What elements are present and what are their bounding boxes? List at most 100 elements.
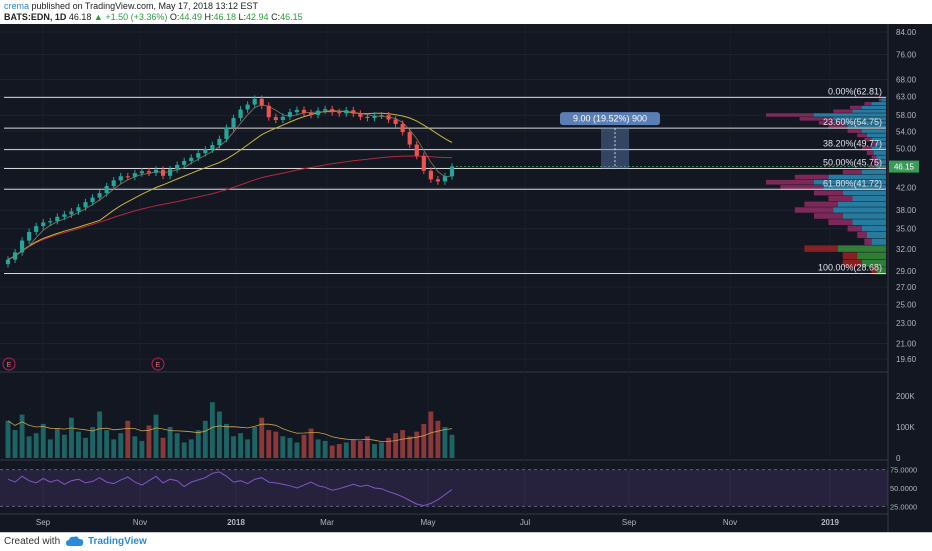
volume-bar xyxy=(238,433,243,458)
candle-body xyxy=(97,193,102,198)
volume-profile-bar-down xyxy=(828,195,853,202)
candle-body xyxy=(238,109,243,118)
volume-bar xyxy=(273,431,279,458)
candle-body xyxy=(421,155,426,171)
price-range-measure[interactable]: 9.00 (19.52%) 900 xyxy=(560,112,660,169)
candle-body xyxy=(316,110,321,115)
volume-bar xyxy=(181,442,187,458)
time-tick-label: May xyxy=(420,518,435,527)
volume-bar xyxy=(209,402,215,458)
price-tick-label: 38.00 xyxy=(896,206,917,215)
open-label: O: xyxy=(169,12,180,22)
volume-bar xyxy=(188,439,194,458)
volume-profile-bar-down xyxy=(828,125,848,129)
price-tick-label: 25.00 xyxy=(896,300,917,309)
volume-profile-bar-down xyxy=(842,252,858,260)
candle-body xyxy=(323,109,328,111)
volume-profile-bar-up xyxy=(862,105,886,109)
candle-body xyxy=(273,117,278,120)
volume-profile-bar-down xyxy=(871,267,877,275)
high-label: H: xyxy=(204,12,214,22)
volume-bar xyxy=(428,411,434,458)
volume-profile-bar-down xyxy=(847,129,862,133)
volume-bar xyxy=(245,439,251,458)
tradingview-brand[interactable]: TradingView xyxy=(88,536,147,547)
price-axis[interactable]: 84.0076.0068.0063.0058.0054.0050.0046.00… xyxy=(889,28,919,511)
volume-profile-bar-up xyxy=(881,98,886,102)
fib-retracement[interactable]: 0.00%(62.81) 23.60%(54.75) 38.20%(49.77) 50… xyxy=(4,86,886,274)
price-tick-label: 84.00 xyxy=(896,28,917,37)
volume-profile-bar-down xyxy=(814,190,843,196)
volume-profile-bar-down xyxy=(828,219,853,226)
volume-bar xyxy=(372,444,377,458)
last-price-tag-label: 46.15 xyxy=(894,163,915,172)
time-tick-label: Nov xyxy=(723,518,737,527)
volume-bar xyxy=(167,427,173,458)
ma-short-line xyxy=(7,104,453,260)
tradingview-cloud-icon[interactable] xyxy=(66,536,84,547)
candle-body xyxy=(330,109,335,113)
chart-canvas[interactable]: 0.00%(62.81) 23.60%(54.75) 38.20%(49.77) 50… xyxy=(0,24,932,532)
candle-body xyxy=(203,149,208,154)
volume-profile-bar-down xyxy=(862,146,872,151)
volume-bar xyxy=(174,433,180,458)
volume-profile-bar-down xyxy=(799,117,834,121)
volume-bar xyxy=(287,437,293,458)
volume-bar xyxy=(195,430,201,458)
time-tick-label: Jul xyxy=(520,518,530,527)
earnings-event-icon xyxy=(151,357,165,371)
volume-profile-bar-up xyxy=(852,219,886,226)
author-name[interactable]: crema xyxy=(4,1,30,11)
candle-body xyxy=(358,113,363,117)
volume-profile-bar-up xyxy=(876,141,886,146)
volume-bar xyxy=(139,440,145,458)
price-tick-label: 19.60 xyxy=(896,355,917,364)
volume-profile-bar-down xyxy=(818,121,843,125)
candle-body xyxy=(379,115,384,117)
volume-bar xyxy=(357,440,363,458)
candle-body xyxy=(407,132,412,145)
volume-profile-bar-up xyxy=(838,201,886,207)
volume-profile-bar-down xyxy=(842,259,862,267)
last-price-tag xyxy=(889,160,919,173)
low-value: 42.94 xyxy=(246,12,269,22)
volume-bar xyxy=(259,417,265,458)
volume-tick-label: 0 xyxy=(896,454,901,463)
volume-bar xyxy=(125,420,131,458)
volume-profile-bar-up xyxy=(866,133,886,138)
price-tick-label: 68.00 xyxy=(896,75,917,84)
volume-bar xyxy=(217,411,222,458)
candle-body xyxy=(12,252,18,260)
volume-profile-bar-down xyxy=(874,160,879,165)
candle-body xyxy=(132,173,137,177)
volume-bar xyxy=(421,423,427,458)
footer: Created with TradingView xyxy=(0,532,932,551)
volume-bar xyxy=(83,437,88,458)
candles xyxy=(5,95,455,268)
candle-body xyxy=(414,144,419,156)
volume-bar xyxy=(294,442,300,458)
candle-body xyxy=(308,112,314,115)
volume-profile xyxy=(766,98,886,275)
candle-body xyxy=(266,105,271,118)
volume-bar xyxy=(329,445,335,458)
candle-body xyxy=(41,222,46,227)
candle-body xyxy=(27,231,32,241)
price-tick-label: 29.00 xyxy=(896,267,917,276)
rsi-tick-label: 50.0000 xyxy=(890,484,917,493)
candle-body xyxy=(76,207,81,212)
volume-bar xyxy=(132,436,138,458)
volume-bar xyxy=(202,420,208,458)
volume-profile-bar-down xyxy=(847,225,862,232)
publish-line: crema published on TradingView.com, May … xyxy=(4,1,258,12)
volume-bar xyxy=(26,436,32,458)
volume-bar xyxy=(231,436,236,458)
time-axis[interactable]: Sep Nov 2018 Mar May Jul Sep Nov 2019 xyxy=(36,518,840,527)
price-tick-label: 42.00 xyxy=(896,184,917,193)
volume-profile-bar-up xyxy=(852,195,886,202)
price-change: +1.50 (+3.36%) xyxy=(105,12,168,22)
candle-body xyxy=(125,176,130,178)
volume-profile-bar-down xyxy=(857,231,867,239)
volume-bar xyxy=(379,442,384,458)
